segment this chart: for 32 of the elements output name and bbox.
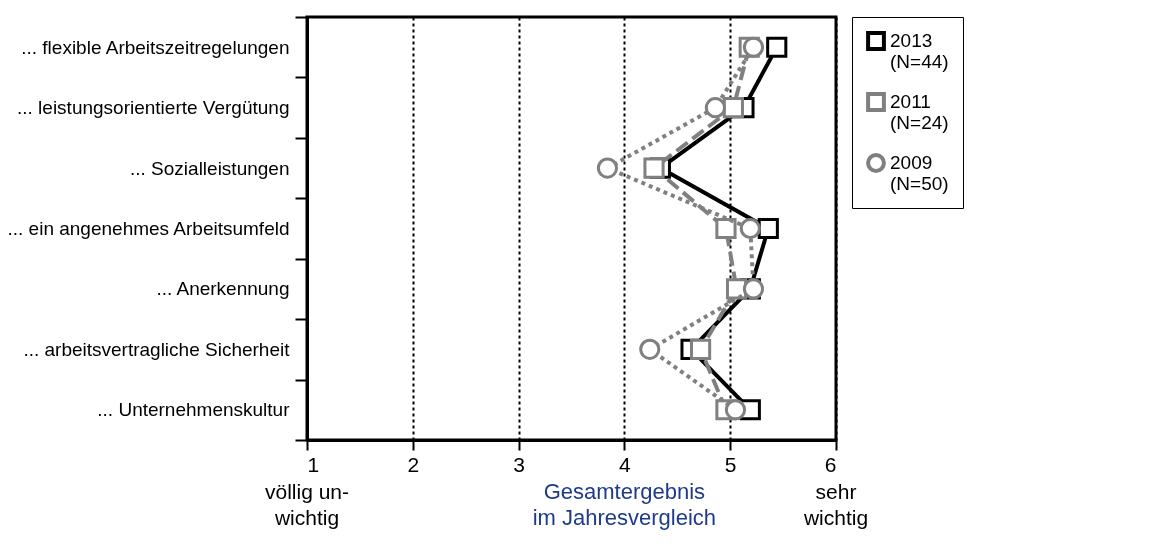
x-tick-label: 4 (619, 452, 632, 476)
point (704, 97, 726, 119)
y-tick-label: ... Unternehmenskultur (97, 399, 291, 421)
point (766, 36, 788, 58)
point (722, 97, 744, 119)
point (596, 157, 619, 179)
point (757, 217, 779, 240)
y-tick-label: ... leistungsorientierte Vergütung (16, 97, 290, 119)
x-tick-label: 3 (513, 452, 525, 476)
legend-label: 2013 (N=44) (890, 30, 949, 72)
y-tick-label: ... flexible Arbeitszeitregelungen (21, 36, 290, 58)
x-tick-label: 5 (724, 452, 737, 476)
point (689, 338, 712, 360)
x-tick-label: 1 (307, 452, 320, 476)
point (742, 36, 765, 58)
y-tick-label: ... ein angenehmes Arbeitsumfeld (7, 218, 290, 239)
y-tick-label: ... Anerkennung (156, 278, 290, 300)
point (715, 217, 737, 240)
x-axis-title: Gesamtergebnis im Jahresvergleich (532, 479, 717, 530)
legend-label: 2011 (N=24) (890, 91, 949, 133)
point (639, 338, 661, 360)
legend-label: 2009 (N=50) (890, 152, 949, 194)
point (643, 157, 665, 179)
text: völlig un- wichtig (264, 480, 350, 529)
y-tick-label: ... arbeitsvertragliche Sicherheit (23, 338, 291, 360)
point (739, 217, 761, 240)
text: sehr wichtig (802, 480, 869, 529)
x-tick-label: 6 (824, 452, 837, 476)
x-tick-label: 2 (407, 452, 420, 476)
y-tick-label: ... Sozialleistungen (130, 157, 290, 179)
point (742, 278, 765, 300)
point (724, 399, 747, 421)
